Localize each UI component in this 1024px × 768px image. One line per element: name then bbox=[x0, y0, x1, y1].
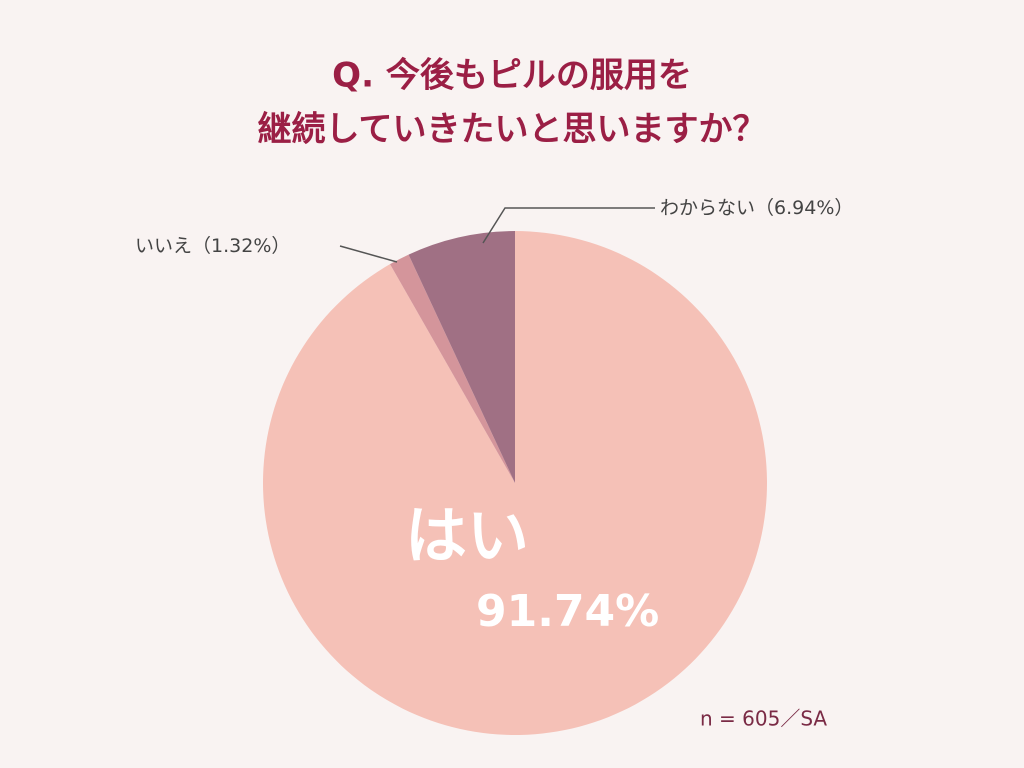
slice-label: わからない（6.94%） bbox=[660, 197, 853, 219]
chart-title: Q. 今後もピルの服用を bbox=[332, 56, 692, 96]
pie-slice bbox=[262, 231, 767, 736]
chart-title: 継続していきたいと思いますか？ bbox=[258, 110, 767, 150]
annotation: n = 605／SA bbox=[700, 707, 827, 731]
slice-label: いいえ（1.32%） bbox=[135, 235, 290, 257]
value-label: 91.74% bbox=[476, 586, 659, 637]
value-label: （1.32%） bbox=[192, 235, 290, 257]
leader-line bbox=[339, 245, 398, 263]
pie-slice bbox=[408, 231, 515, 483]
pie-slice bbox=[390, 254, 515, 483]
pie: はい 91.74% いいえ（1.32%） わからない（6.94%） bbox=[135, 197, 853, 736]
value-label: （6.94%） bbox=[755, 197, 853, 219]
category-label: はい bbox=[405, 499, 529, 572]
leader-line bbox=[482, 207, 655, 244]
category-label: いいえ bbox=[135, 235, 192, 257]
category-label: わからない bbox=[660, 197, 755, 219]
